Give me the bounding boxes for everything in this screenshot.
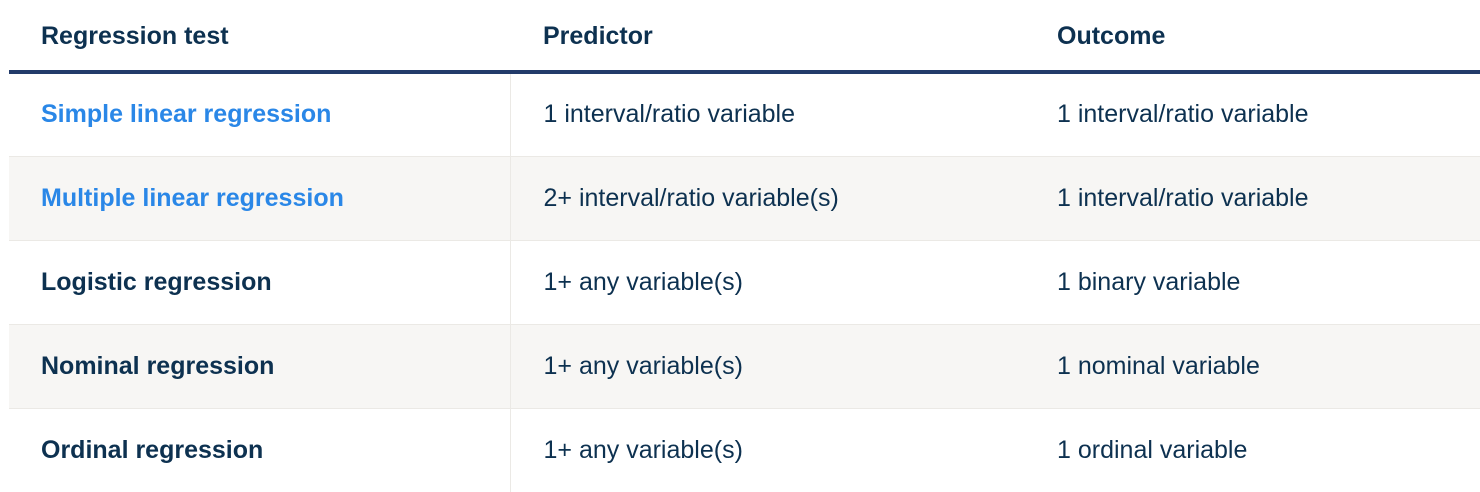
outcome-cell: 1 binary variable (1024, 240, 1480, 325)
table-row: Logistic regression 1+ any variable(s) 1… (9, 240, 1480, 325)
test-link-multiple-linear-regression[interactable]: Multiple linear regression (9, 156, 511, 241)
outcome-cell: 1 ordinal variable (1057, 435, 1248, 464)
predictor-cell: 1+ any variable(s) (510, 324, 1024, 409)
table-row: Simple linear regression 1 interval/rati… (9, 72, 1480, 157)
predictor-cell: 1+ any variable(s) (510, 240, 1024, 325)
test-name-nominal-regression: Nominal regression (9, 324, 511, 409)
header-outcome: Outcome (1024, 0, 1480, 74)
test-name-ordinal-regression: Ordinal regression (9, 408, 511, 492)
header-predictor: Predictor (510, 0, 1024, 74)
predictor-cell: 2+ interval/ratio variable(s) (510, 156, 1024, 241)
test-name-logistic-regression: Logistic regression (9, 240, 511, 325)
predictor-cell: 1 interval/ratio variable (510, 72, 1024, 157)
regression-tests-table: Regression test Predictor Outcome Simple… (9, 0, 1480, 492)
outcome-cell: 1 interval/ratio variable (1024, 156, 1480, 241)
header-row: Regression test Predictor Outcome (9, 0, 1480, 74)
table-body: Simple linear regression 1 interval/rati… (9, 72, 1480, 492)
table-row: Multiple linear regression 2+ interval/r… (9, 156, 1480, 241)
table-row: Ordinal regression 1+ any variable(s) 1 … (9, 408, 1480, 492)
table-header: Regression test Predictor Outcome (9, 0, 1480, 74)
table-row: Nominal regression 1+ any variable(s) 1 … (9, 324, 1480, 409)
header-regression-test: Regression test (9, 0, 510, 74)
outcome-cell: 1 interval/ratio variable (1024, 72, 1480, 157)
test-link-simple-linear-regression[interactable]: Simple linear regression (9, 72, 511, 157)
regression-table-container: Regression test Predictor Outcome Simple… (9, 0, 1480, 492)
outcome-cell: 1 nominal variable (1024, 324, 1480, 409)
predictor-cell: 1+ any variable(s) (543, 435, 743, 464)
